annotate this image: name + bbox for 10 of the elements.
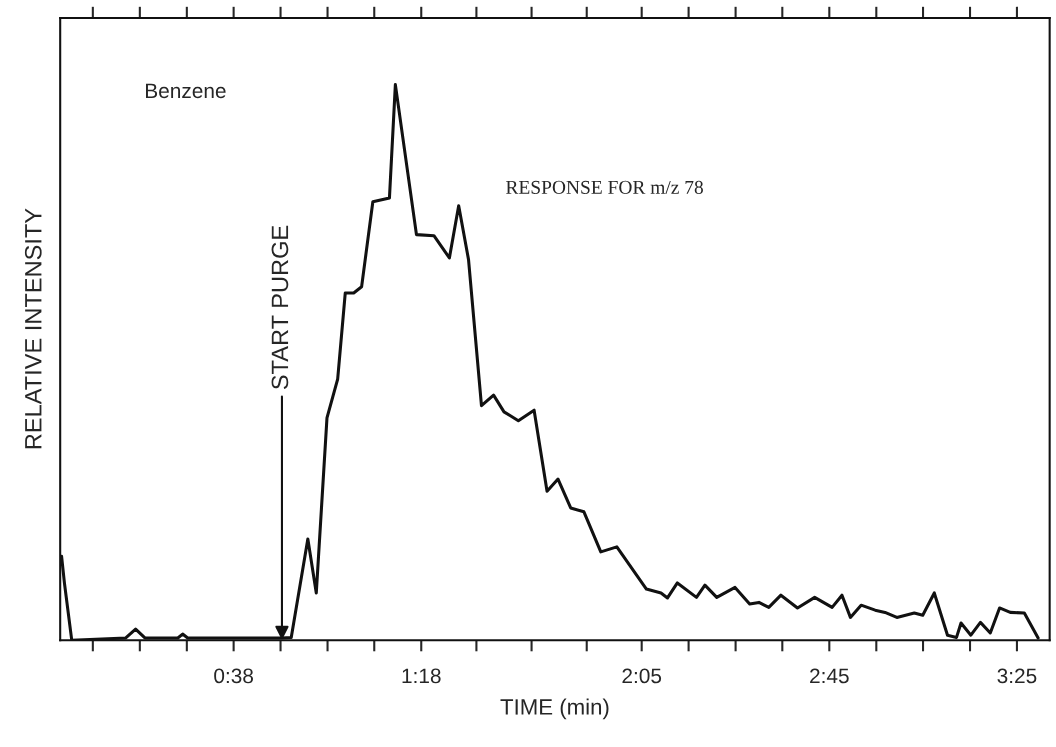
annotation: START PURGE [271, 225, 289, 390]
x-tick-label: 3:25 [997, 668, 1037, 684]
x-tick-label: 1:18 [402, 668, 441, 684]
x-tick-label: 2:05 [622, 668, 662, 684]
x-axis-title: TIME (min) [500, 698, 609, 720]
x-tick-label: 0:38 [214, 668, 253, 684]
x-tick-label: 2:45 [810, 668, 849, 684]
annotation: Benzene [146, 83, 226, 99]
y-axis-title: RELATIVE INTENSITY [24, 208, 42, 449]
annotation: RESPONSE FOR m/z 78 [506, 180, 703, 194]
